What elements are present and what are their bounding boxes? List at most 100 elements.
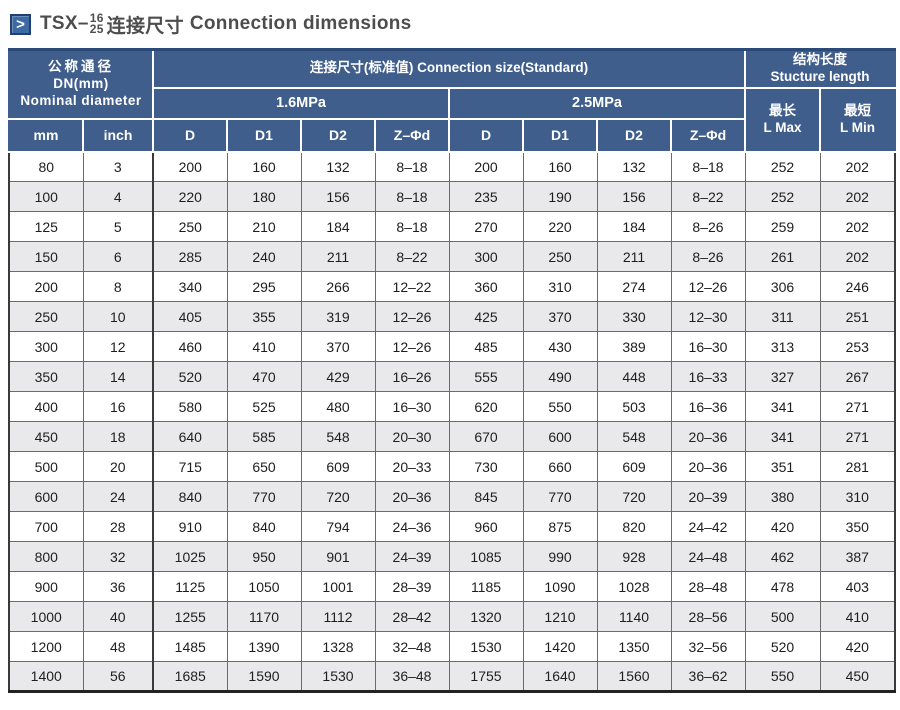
header-group-2-5mpa: 2.5MPa	[447, 86, 747, 120]
table-cell: 430	[522, 331, 598, 363]
table-cell: 20–39	[670, 481, 746, 513]
table-cell: 1170	[226, 601, 302, 633]
table-cell: 1685	[152, 661, 228, 694]
table-cell: 355	[226, 301, 302, 333]
table-row: 600 24 840 770 720 20–36 845 770 720 20–39 380 310	[8, 481, 897, 513]
table-cell: 1001	[300, 571, 376, 603]
table-cell: 202	[819, 211, 897, 243]
table-cell: 928	[596, 541, 672, 573]
header-row-3: mm inch D D1 D2 Z–Φd D D1 D2 Z–Φd	[8, 117, 895, 153]
table-cell: 28–48	[670, 571, 746, 603]
table-cell: 319	[300, 301, 376, 333]
table-cell: 32	[82, 541, 154, 573]
table-cell: 200	[152, 151, 228, 183]
title-chinese: 连接尺寸	[106, 15, 184, 37]
table-cell: 600	[8, 481, 84, 513]
table-cell: 16–26	[374, 361, 450, 393]
table-cell: 840	[226, 511, 302, 543]
header-col-zphid-16: Z–Φd	[374, 117, 450, 153]
chevron-right-icon: >	[10, 13, 31, 35]
table-cell: 550	[522, 391, 598, 423]
table-cell: 8–18	[374, 211, 450, 243]
table-cell: 28–39	[374, 571, 450, 603]
table-cell: 251	[819, 301, 897, 333]
table-cell: 550	[744, 661, 821, 694]
header-row-2: 1.6MPa 2.5MPa 最长 L Max 最短 L Min	[9, 86, 897, 153]
table-cell: 640	[152, 421, 228, 453]
table-cell: 271	[819, 391, 897, 423]
header-col-mm: mm	[8, 117, 84, 153]
table-cell: 1420	[522, 631, 598, 663]
table-cell: 1210	[522, 601, 598, 633]
table-cell: 900	[8, 571, 84, 603]
table-cell: 20	[82, 451, 154, 483]
table-cell: 840	[152, 481, 228, 513]
table-cell: 730	[448, 451, 524, 483]
table-cell: 28–42	[374, 601, 450, 633]
table-header: 公称通径 DN(mm) Nominal diameter 连接尺寸(标准值) C…	[8, 47, 897, 153]
table-cell: 20–36	[670, 451, 746, 483]
table-cell: 400	[8, 391, 84, 423]
table-cell: 281	[819, 451, 897, 483]
table-cell: 503	[596, 391, 672, 423]
table-cell: 8–18	[374, 181, 450, 213]
table-cell: 253	[819, 331, 897, 363]
header-nominal-diameter: 公称通径 DN(mm) Nominal diameter	[8, 47, 154, 120]
table-cell: 200	[8, 271, 84, 303]
table-cell: 490	[522, 361, 598, 393]
table-cell: 32–48	[374, 631, 450, 663]
table-cell: 360	[448, 271, 524, 303]
table-cell: 220	[522, 211, 598, 243]
table-cell: 350	[8, 361, 84, 393]
table-cell: 1590	[226, 661, 302, 694]
table-cell: 448	[596, 361, 672, 393]
table-cell: 202	[819, 241, 897, 273]
table-cell: 770	[226, 481, 302, 513]
table-row: 800 32 1025 950 901 24–39 1085 990 928 24–48 462 38…	[8, 541, 897, 573]
table-cell: 585	[226, 421, 302, 453]
table-cell: 600	[522, 421, 598, 453]
table-cell: 1485	[152, 631, 228, 663]
table-cell: 960	[448, 511, 524, 543]
table-cell: 341	[744, 421, 821, 453]
table-cell: 100	[8, 181, 84, 213]
table-cell: 132	[596, 151, 672, 183]
table-cell: 180	[226, 181, 302, 213]
table-cell: 8–26	[670, 241, 746, 273]
table-cell: 1125	[152, 571, 228, 603]
table-cell: 875	[522, 511, 598, 543]
table-cell: 370	[522, 301, 598, 333]
title-prefix: TSX–	[40, 13, 89, 34]
table-cell: 485	[448, 331, 524, 363]
table-cell: 609	[300, 451, 376, 483]
table-body: 80 3 200 160 132 8–18 200 160 132 8–18 252 202 100 4 2…	[8, 151, 897, 694]
table-cell: 650	[226, 451, 302, 483]
table-cell: 8–18	[670, 151, 746, 183]
table-cell: 1255	[152, 601, 228, 633]
table-row: 1400 56 1685 1590 1530 36–48 1755 1640 1560 36–62…	[8, 661, 897, 694]
table-row: 125 5 250 210 184 8–18 270 220 184 8–26 259 202	[8, 211, 897, 243]
table-cell: 4	[82, 181, 154, 213]
table-cell: 202	[819, 181, 897, 213]
connection-dimensions-table: 公称通径 DN(mm) Nominal diameter 连接尺寸(标准值) C…	[8, 47, 897, 694]
table-cell: 1328	[300, 631, 376, 663]
table-cell: 20–33	[374, 451, 450, 483]
table-cell: 1400	[8, 661, 84, 694]
table-cell: 16–33	[670, 361, 746, 393]
table-row: 450 18 640 585 548 20–30 670 600 548 20–36 341 271	[8, 421, 897, 453]
table-cell: 125	[8, 211, 84, 243]
nominal-dn-label: DN(mm)	[53, 75, 109, 91]
l-max-en: L Max	[763, 119, 802, 135]
table-cell: 250	[8, 301, 84, 333]
table-cell: 300	[448, 241, 524, 273]
table-cell: 160	[522, 151, 598, 183]
table-cell: 1200	[8, 631, 84, 663]
l-max-cn: 最长	[769, 102, 797, 118]
table-cell: 1025	[152, 541, 228, 573]
table-cell: 32–56	[670, 631, 746, 663]
table-cell: 6	[82, 241, 154, 273]
table-cell: 211	[596, 241, 672, 273]
table-cell: 1560	[596, 661, 672, 694]
table-row: 200 8 340 295 266 12–22 360 310 274 12–26 306 246	[8, 271, 897, 303]
table-cell: 8–18	[374, 151, 450, 183]
